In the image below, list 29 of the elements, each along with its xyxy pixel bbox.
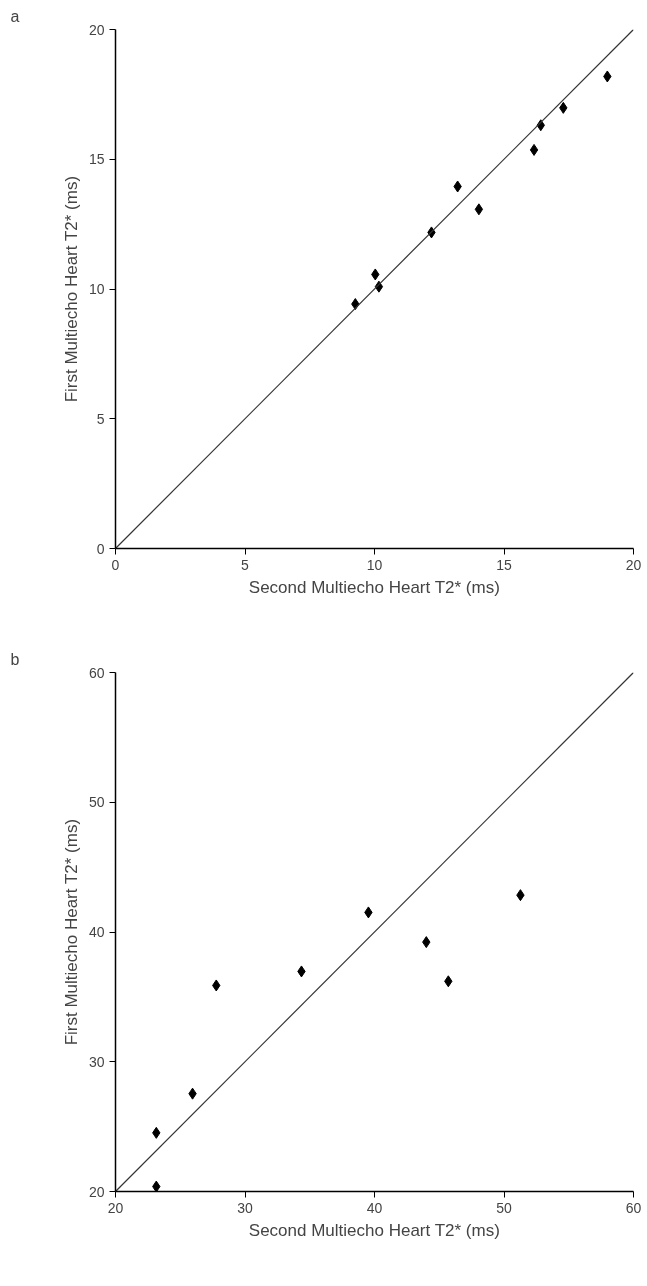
y-axis-title: First Multiecho Heart T2* (ms) bbox=[61, 818, 81, 1046]
x-tick-label: 10 bbox=[366, 556, 383, 573]
point bbox=[529, 143, 539, 156]
x-axis-title: Second Multiecho Heart T2* (ms) bbox=[248, 577, 500, 597]
x-tick-label: 50 bbox=[496, 1199, 512, 1216]
x-tick-label: 60 bbox=[625, 1199, 642, 1216]
point bbox=[152, 1180, 161, 1192]
x-tick-label: 20 bbox=[107, 1199, 124, 1216]
x-tick-label: 40 bbox=[366, 1199, 383, 1216]
x-axis-title: Second Multiecho Heart T2* (ms) bbox=[248, 1220, 500, 1240]
y-tick-label: 40 bbox=[88, 924, 105, 940]
point bbox=[474, 203, 484, 216]
y-tick-label: 0 bbox=[96, 540, 105, 557]
y-tick-label: 20 bbox=[88, 1183, 105, 1200]
y-tick-label: 50 bbox=[88, 794, 105, 811]
x-tick-label: 5 bbox=[241, 556, 250, 573]
x-tick-label: 20 bbox=[625, 556, 642, 573]
y-tick-label: 60 bbox=[88, 664, 105, 681]
x-tick-label: 30 bbox=[237, 1199, 253, 1216]
y-tick-label: 20 bbox=[88, 21, 105, 38]
y-axis-title: First Multiecho Heart T2* (ms) bbox=[61, 175, 81, 403]
chart-title: a bbox=[10, 7, 20, 25]
chart-title: b bbox=[10, 650, 20, 668]
x-tick-label: 15 bbox=[496, 556, 512, 573]
y-tick-label: 5 bbox=[96, 410, 105, 427]
y-tick-label: 15 bbox=[88, 151, 105, 168]
y-tick-label: 30 bbox=[88, 1053, 105, 1070]
x-tick-label: 0 bbox=[111, 556, 120, 573]
y-tick-label: 10 bbox=[88, 281, 105, 297]
